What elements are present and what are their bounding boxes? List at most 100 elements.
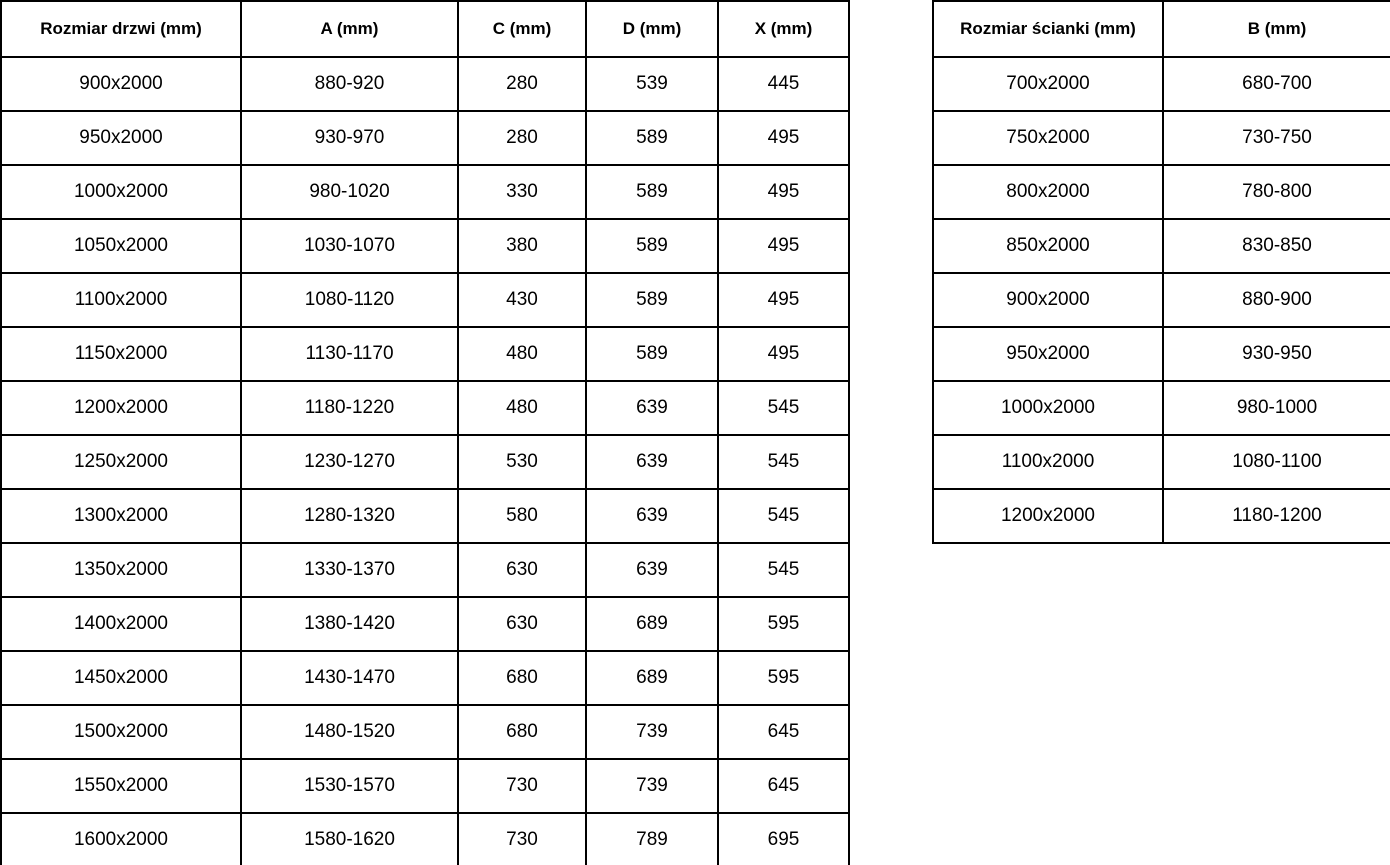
table-cell: 589: [585, 326, 719, 382]
table-cell: 480: [457, 326, 587, 382]
table-row: 1400x2000 1380-1420 630 689 595: [0, 596, 850, 652]
table-cell: 1380-1420: [240, 596, 459, 652]
table-row: 750x2000 730-750: [932, 110, 1390, 166]
table-cell: 545: [717, 434, 850, 490]
table-row: 1550x2000 1530-1570 730 739 645: [0, 758, 850, 814]
table-cell: 595: [717, 650, 850, 706]
table-cell: 1580-1620: [240, 812, 459, 865]
table-row: 1100x2000 1080-1120 430 589 495: [0, 272, 850, 328]
table-cell: 680: [457, 704, 587, 760]
column-header: A (mm): [240, 0, 459, 58]
table-cell: 495: [717, 110, 850, 166]
table-cell: 630: [457, 596, 587, 652]
table-cell: 900x2000: [932, 272, 1164, 328]
table-cell: 589: [585, 272, 719, 328]
table-cell: 1400x2000: [0, 596, 242, 652]
table-cell: 1100x2000: [932, 434, 1164, 490]
table-cell: 730: [457, 812, 587, 865]
table-row: 800x2000 780-800: [932, 164, 1390, 220]
table-cell: 930-950: [1162, 326, 1390, 382]
table-cell: 880-920: [240, 56, 459, 112]
table-cell: 680: [457, 650, 587, 706]
table-cell: 639: [585, 542, 719, 598]
table-cell: 445: [717, 56, 850, 112]
table-cell: 689: [585, 596, 719, 652]
table-cell: 850x2000: [932, 218, 1164, 274]
table-cell: 495: [717, 218, 850, 274]
table-cell: 639: [585, 488, 719, 544]
table-row: 700x2000 680-700: [932, 56, 1390, 112]
table-cell: 1480-1520: [240, 704, 459, 760]
table-cell: 495: [717, 164, 850, 220]
table-cell: 730-750: [1162, 110, 1390, 166]
table-cell: 1250x2000: [0, 434, 242, 490]
table-row: 850x2000 830-850: [932, 218, 1390, 274]
table-row: 1350x2000 1330-1370 630 639 545: [0, 542, 850, 598]
table-cell: 950x2000: [932, 326, 1164, 382]
table-cell: 1150x2000: [0, 326, 242, 382]
table-cell: 789: [585, 812, 719, 865]
table-cell: 1200x2000: [0, 380, 242, 436]
table-row: 1200x2000 1180-1200: [932, 488, 1390, 544]
table-cell: 1130-1170: [240, 326, 459, 382]
column-header: B (mm): [1162, 0, 1390, 58]
table-cell: 530: [457, 434, 587, 490]
table-cell: 1080-1100: [1162, 434, 1390, 490]
table-cell: 1180-1220: [240, 380, 459, 436]
table-cell: 330: [457, 164, 587, 220]
table-cell: 1500x2000: [0, 704, 242, 760]
column-header: Rozmiar drzwi (mm): [0, 0, 242, 58]
table-cell: 545: [717, 380, 850, 436]
table-cell: 545: [717, 542, 850, 598]
table-cell: 1030-1070: [240, 218, 459, 274]
table-cell: 495: [717, 326, 850, 382]
table-cell: 480: [457, 380, 587, 436]
table-cell: 1300x2000: [0, 488, 242, 544]
table-row: 1050x2000 1030-1070 380 589 495: [0, 218, 850, 274]
column-header: C (mm): [457, 0, 587, 58]
table-cell: 739: [585, 704, 719, 760]
table-row: 1000x2000 980-1020 330 589 495: [0, 164, 850, 220]
table-cell: 739: [585, 758, 719, 814]
table-row: 1100x2000 1080-1100: [932, 434, 1390, 490]
table-cell: 1600x2000: [0, 812, 242, 865]
table-cell: 630: [457, 542, 587, 598]
table-row: 1500x2000 1480-1520 680 739 645: [0, 704, 850, 760]
table-cell: 639: [585, 434, 719, 490]
table-row: 1000x2000 980-1000: [932, 380, 1390, 436]
table-cell: 1550x2000: [0, 758, 242, 814]
table-cell: 680-700: [1162, 56, 1390, 112]
table-cell: 689: [585, 650, 719, 706]
table-cell: 1050x2000: [0, 218, 242, 274]
table-cell: 1450x2000: [0, 650, 242, 706]
table-cell: 800x2000: [932, 164, 1164, 220]
column-header: X (mm): [717, 0, 850, 58]
table-row: 1150x2000 1130-1170 480 589 495: [0, 326, 850, 382]
table-row: 1250x2000 1230-1270 530 639 545: [0, 434, 850, 490]
table-row: 1600x2000 1580-1620 730 789 695: [0, 812, 850, 865]
table-cell: 580: [457, 488, 587, 544]
door-table-body: 900x2000 880-920 280 539 445 950x2000 930-970 2…: [0, 56, 850, 865]
wall-panel-dimensions-table: Rozmiar ścianki (mm) B (mm) 700x2000 680-7…: [932, 0, 1390, 544]
table-cell: 980-1020: [240, 164, 459, 220]
table-cell: 639: [585, 380, 719, 436]
table-cell: 900x2000: [0, 56, 242, 112]
table-cell: 1350x2000: [0, 542, 242, 598]
table-cell: 1080-1120: [240, 272, 459, 328]
table-cell: 830-850: [1162, 218, 1390, 274]
table-cell: 1100x2000: [0, 272, 242, 328]
table-cell: 1200x2000: [932, 488, 1164, 544]
table-cell: 730: [457, 758, 587, 814]
table-cell: 645: [717, 758, 850, 814]
table-cell: 695: [717, 812, 850, 865]
table-cell: 1180-1200: [1162, 488, 1390, 544]
column-header: Rozmiar ścianki (mm): [932, 0, 1164, 58]
table-row: 900x2000 880-900: [932, 272, 1390, 328]
table-cell: 1330-1370: [240, 542, 459, 598]
door-table-header: Rozmiar drzwi (mm) A (mm) C (mm) D (mm) X (m…: [0, 0, 850, 58]
door-dimensions-table: Rozmiar drzwi (mm) A (mm) C (mm) D (mm) X (m…: [0, 0, 850, 865]
table-cell: 430: [457, 272, 587, 328]
table-row: 950x2000 930-970 280 589 495: [0, 110, 850, 166]
table-row: 1200x2000 1180-1220 480 639 545: [0, 380, 850, 436]
